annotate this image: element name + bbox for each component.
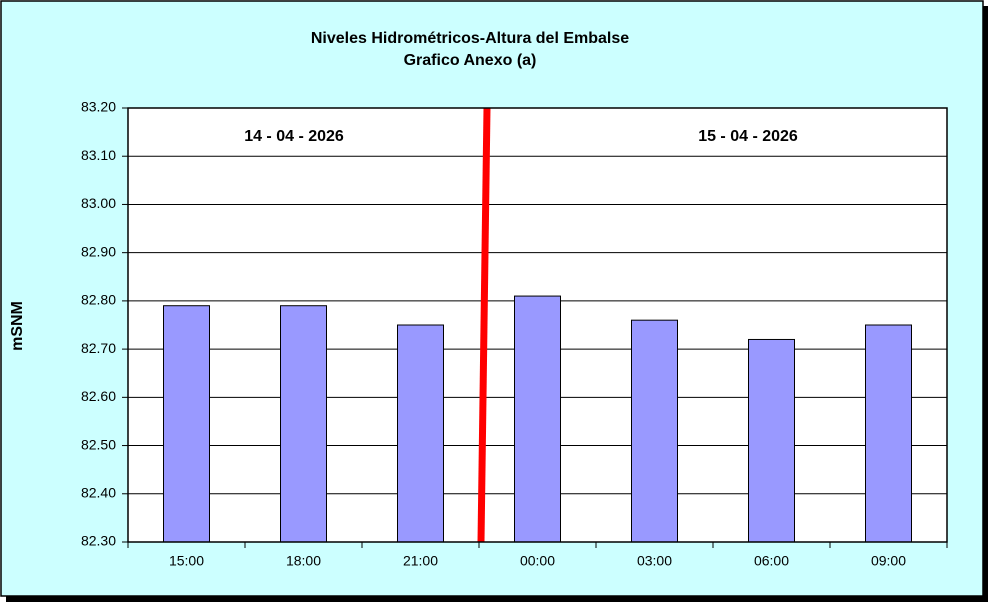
chart-title: Niveles Hidrométricos-Altura del Embalse [311,30,629,47]
y-tick-label: 83.00 [81,195,116,211]
y-tick-label: 82.50 [81,436,116,452]
y-tick-label: 82.90 [81,243,116,259]
bar [865,324,912,543]
x-tick-label: 09:00 [871,553,906,569]
x-tick-label: 18:00 [286,553,321,569]
y-tick-label: 82.40 [81,484,116,500]
y-tick-label: 82.60 [81,388,116,404]
day-divider [477,107,491,543]
y-tick-label: 83.20 [81,99,116,115]
y-axis-label: mSNM [9,301,26,351]
chart-subtitle: Grafico Anexo (a) [404,52,537,69]
y-tick-label: 82.30 [81,533,116,549]
x-tick-label: 03:00 [637,553,672,569]
date-annotation: 15 - 04 - 2026 [698,128,798,145]
x-tick-label: 00:00 [520,553,555,569]
bar [748,338,795,543]
bar [397,324,444,543]
bar [514,295,561,543]
x-tick-label: 15:00 [169,553,204,569]
x-tick-label: 06:00 [754,553,789,569]
date-annotation: 14 - 04 - 2026 [244,128,344,145]
bar [631,319,678,543]
y-tick-label: 83.10 [81,147,116,163]
y-tick-label: 82.70 [81,340,116,356]
bar [163,305,210,543]
bar [280,305,327,543]
x-tick-label: 21:00 [403,553,438,569]
y-tick-label: 82.80 [81,292,116,308]
plot-border [127,107,948,543]
